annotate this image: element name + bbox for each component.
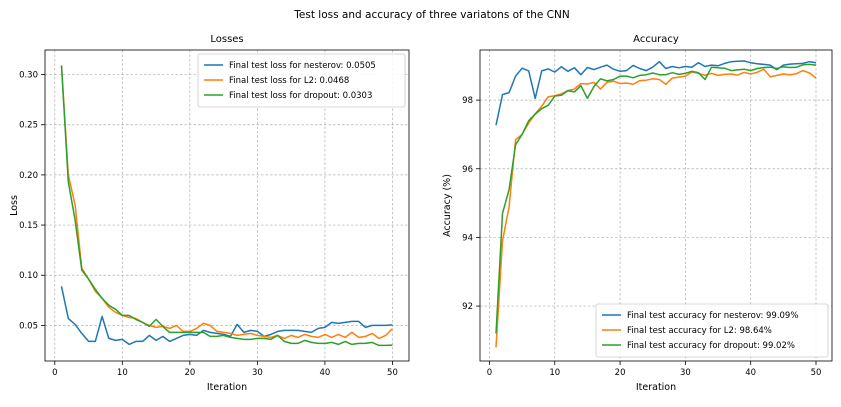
accuracy-series-dropout-line	[495, 63, 817, 334]
loss-y-tick-label: 0.20	[19, 171, 38, 181]
accuracy-y-tick-label: 96	[462, 165, 473, 175]
loss-legend-box	[197, 53, 406, 108]
loss-x-tick-label: 50	[387, 368, 398, 378]
loss-x-tick-label: 40	[320, 368, 331, 378]
loss-series-dropout-line	[60, 65, 393, 347]
loss-series-nesterov-line	[60, 286, 393, 346]
accuracy-y-tick-label: 92	[462, 302, 473, 312]
accuracy-panel: Accuracy 0 10 20 30 40 50 92 94 96 98 Iteration Accu…	[442, 34, 833, 393]
accuracy-x-tick-label: 10	[549, 368, 560, 378]
loss-x-tick-label: 0	[52, 368, 57, 378]
loss-y-tick-label: 0.15	[19, 221, 38, 231]
accuracy-x-tick-label: 20	[615, 368, 626, 378]
accuracy-x-tick-label: 40	[745, 368, 756, 378]
accuracy-x-axis-label: Iteration	[636, 382, 676, 393]
loss-x-axis-label: Iteration	[207, 382, 247, 393]
loss-panel: Losses 0 10 20 30 40 50 0.05 0.10 0.15 0.20 0.25 0.3…	[9, 34, 410, 393]
loss-x-tick-label: 20	[184, 368, 195, 378]
accuracy-series-nesterov-line	[495, 60, 817, 126]
accuracy-x-tick-label: 50	[811, 368, 822, 378]
loss-y-tick-label: 0.05	[19, 321, 38, 331]
loss-title: Losses	[210, 34, 243, 45]
accuracy-y-tick-label: 94	[462, 233, 473, 243]
loss-y-tick-label: 0.10	[19, 271, 38, 281]
figure-title: Test loss and accuracy of three variaton…	[293, 9, 569, 21]
loss-legend-label-dropout: Final test loss for dropout: 0.0303	[229, 91, 372, 101]
loss-y-tick-label: 0.25	[19, 121, 38, 131]
accuracy-title: Accuracy	[633, 34, 679, 45]
loss-series-l2-line	[60, 65, 394, 340]
loss-x-tick-label: 30	[252, 368, 263, 378]
loss-y-axis-label: Loss	[9, 195, 20, 216]
loss-y-tick-label: 0.30	[19, 71, 38, 81]
accuracy-axes-frame	[479, 49, 833, 362]
accuracy-series-l2-line	[495, 68, 817, 348]
accuracy-legend-label-dropout: Final test accuracy for dropout: 99.02%	[627, 341, 795, 351]
loss-axes-frame	[44, 49, 410, 362]
accuracy-legend-box	[595, 303, 829, 358]
accuracy-x-tick-label: 0	[487, 368, 492, 378]
loss-x-tick-label: 10	[117, 368, 128, 378]
loss-legend-label-nesterov: Final test loss for nesterov: 0.0505	[229, 61, 376, 71]
accuracy-legend-label-nesterov: Final test accuracy for nesterov: 99.09%	[627, 311, 798, 321]
loss-legend: Final test loss for nesterov: 0.0505 Fina…	[197, 53, 406, 108]
accuracy-x-tick-label: 30	[680, 368, 691, 378]
accuracy-y-axis-label: Accuracy (%)	[442, 174, 453, 237]
accuracy-y-tick-label: 98	[462, 96, 473, 106]
accuracy-legend: Final test accuracy for nesterov: 99.09%…	[595, 303, 829, 358]
loss-legend-label-l2: Final test loss for L2: 0.0468	[229, 76, 349, 86]
accuracy-legend-label-l2: Final test accuracy for L2: 98.64%	[627, 326, 772, 336]
